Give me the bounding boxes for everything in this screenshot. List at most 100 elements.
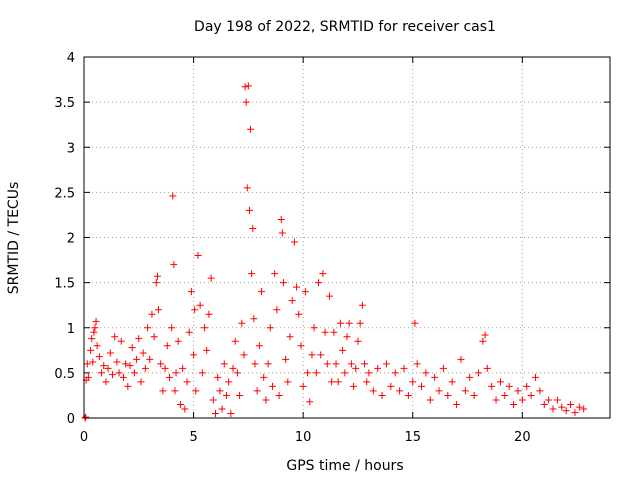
data-point: [88, 335, 96, 343]
data-point: [536, 387, 544, 395]
data-point: [514, 387, 522, 395]
data-point: [350, 382, 358, 390]
data-point: [336, 319, 344, 327]
data-point: [185, 328, 193, 336]
y-tick-label: 2: [67, 232, 75, 247]
data-point: [90, 328, 98, 336]
data-point: [435, 387, 443, 395]
data-point: [98, 369, 106, 377]
data-point: [382, 360, 390, 368]
data-point: [244, 82, 252, 90]
data-point: [295, 310, 303, 318]
data-point: [523, 382, 531, 390]
data-point: [176, 400, 184, 408]
data-point: [356, 319, 364, 327]
data-point: [304, 369, 312, 377]
data-point: [82, 413, 90, 421]
data-point: [225, 378, 233, 386]
data-point: [179, 364, 187, 372]
data-point: [483, 364, 491, 372]
data-point: [161, 364, 169, 372]
data-point: [293, 283, 301, 291]
data-point: [266, 324, 274, 332]
y-tick-label: 4: [67, 51, 75, 66]
data-point: [153, 272, 161, 280]
data-point: [286, 333, 294, 341]
data-point: [306, 398, 314, 406]
data-point: [518, 396, 526, 404]
data-point: [117, 337, 125, 345]
data-point: [258, 288, 266, 296]
data-point: [315, 279, 323, 287]
data-point: [119, 373, 127, 381]
data-point: [481, 331, 489, 339]
y-tick-label: 0.5: [54, 367, 75, 382]
data-point: [247, 125, 255, 133]
data-point: [111, 333, 119, 341]
data-point: [299, 382, 307, 390]
data-point: [249, 224, 257, 232]
data-point: [171, 387, 179, 395]
data-point: [510, 400, 518, 408]
y-tick-label: 3: [67, 141, 75, 156]
data-point: [168, 324, 176, 332]
data-point: [343, 333, 351, 341]
data-point: [290, 238, 298, 246]
y-tick-label: 0: [67, 412, 75, 427]
data-point: [527, 391, 535, 399]
data-point: [409, 378, 417, 386]
data-point: [100, 362, 108, 370]
data-point: [214, 373, 222, 381]
data-point: [369, 387, 377, 395]
data-point: [496, 378, 504, 386]
data-point: [312, 369, 320, 377]
data-point: [264, 360, 272, 368]
data-point: [104, 364, 112, 372]
data-point: [126, 362, 134, 370]
data-point: [540, 400, 548, 408]
y-axis-label: SRMTID / TECUs: [6, 182, 22, 295]
data-point: [251, 360, 259, 368]
data-point: [553, 396, 561, 404]
data-point: [308, 351, 316, 359]
data-point: [317, 351, 325, 359]
chart-title: Day 198 of 2022, SRMTID for receiver cas…: [194, 19, 496, 35]
data-point: [466, 373, 474, 381]
data-point: [361, 360, 369, 368]
data-point: [198, 369, 206, 377]
data-point: [169, 192, 177, 200]
data-point: [163, 342, 171, 350]
data-point: [558, 403, 566, 411]
data-point: [444, 391, 452, 399]
data-point: [209, 396, 217, 404]
data-point: [87, 346, 95, 354]
data-point: [113, 358, 121, 366]
data-point: [418, 382, 426, 390]
data-point: [374, 364, 382, 372]
x-tick-label: 15: [404, 430, 421, 445]
data-point: [229, 364, 237, 372]
data-point: [575, 403, 583, 411]
data-point: [192, 387, 200, 395]
data-point: [347, 360, 355, 368]
data-point: [457, 355, 465, 363]
data-point: [102, 378, 110, 386]
data-point: [253, 387, 261, 395]
data-point: [170, 261, 178, 269]
data-point: [222, 391, 230, 399]
data-point: [137, 378, 145, 386]
x-axis-label: GPS time / hours: [286, 458, 403, 474]
data-point: [196, 301, 204, 309]
data-point: [268, 382, 276, 390]
data-point: [216, 387, 224, 395]
data-point: [203, 346, 211, 354]
data-point: [91, 324, 99, 332]
data-point: [157, 360, 165, 368]
y-tick-label: 3.5: [54, 96, 75, 111]
data-point: [475, 369, 482, 377]
data-point: [284, 378, 292, 386]
data-point: [387, 382, 395, 390]
data-point: [212, 409, 219, 417]
data-point: [323, 360, 331, 368]
data-point: [365, 369, 373, 377]
